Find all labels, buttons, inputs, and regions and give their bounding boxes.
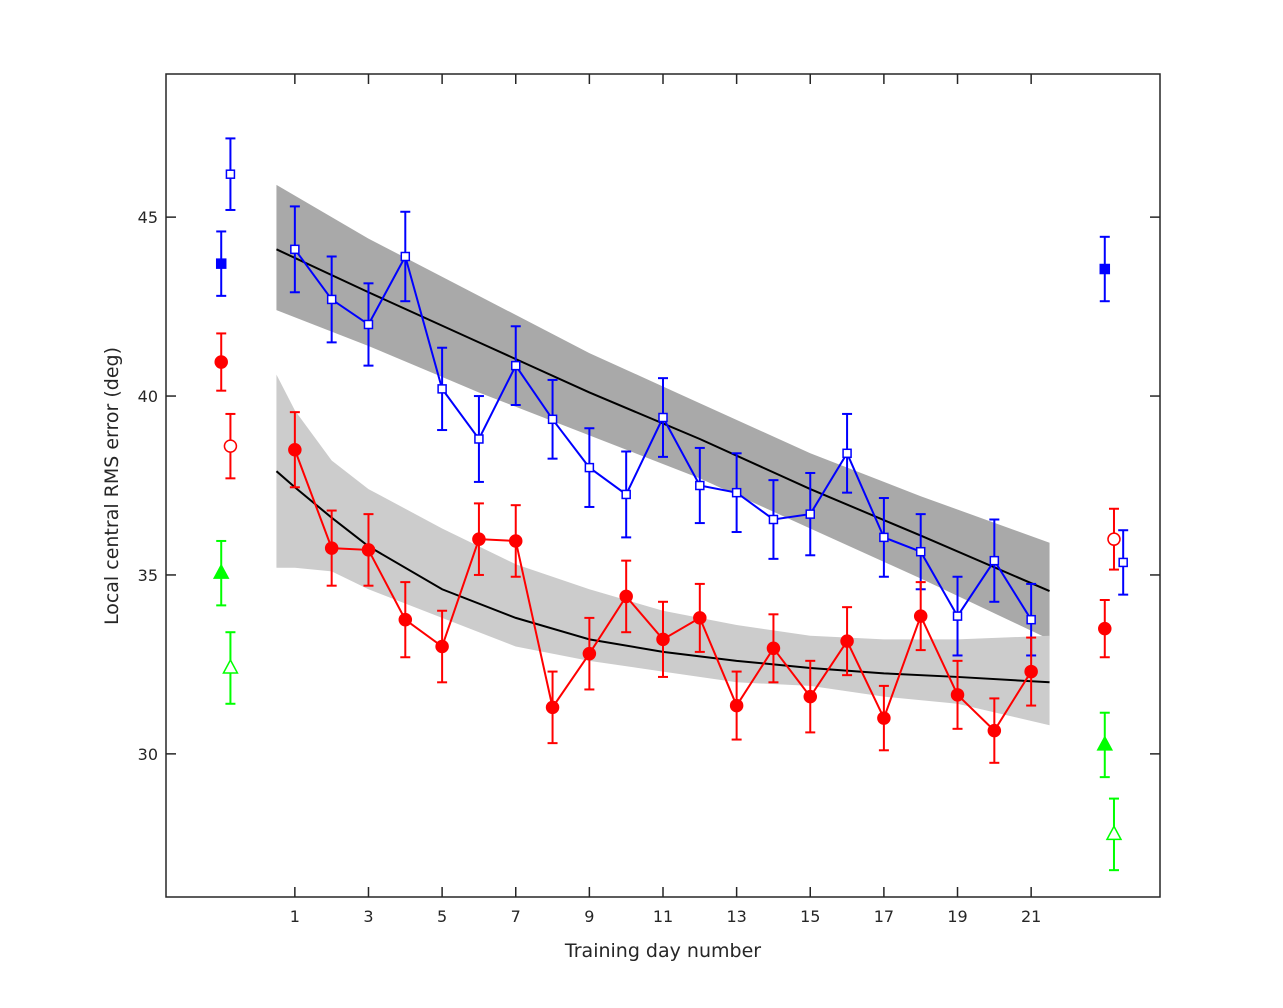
circle-marker	[398, 612, 413, 627]
x-tick-label: 3	[363, 907, 373, 926]
circle-marker	[729, 698, 744, 713]
square-marker	[915, 546, 926, 557]
post-test-point	[1096, 711, 1114, 779]
circle-marker	[1098, 621, 1112, 636]
square-marker	[731, 487, 742, 498]
circle-marker	[693, 611, 707, 625]
post-test-point	[1099, 235, 1111, 303]
square-marker	[768, 514, 779, 525]
circle-marker	[913, 609, 928, 623]
square-marker	[989, 555, 1000, 566]
pre-test-point	[222, 631, 239, 705]
square-marker	[658, 412, 668, 423]
square-marker	[584, 462, 595, 473]
triangle-marker	[222, 658, 239, 674]
y-tick-label: 40	[138, 387, 158, 406]
circle-marker	[361, 543, 376, 557]
triangle-marker	[212, 563, 230, 579]
post-test-point	[1107, 507, 1121, 571]
circle-marker	[288, 442, 302, 457]
circle-marker	[619, 589, 633, 604]
square-marker	[215, 258, 227, 269]
square-marker	[547, 414, 558, 425]
fit-curve-0	[276, 248, 1050, 592]
circle-marker	[877, 711, 891, 725]
x-tick-label: 17	[874, 907, 894, 926]
test-points	[212, 137, 1129, 872]
x-tick-label: 21	[1021, 907, 1041, 926]
y-axis-label: Local central RMS error (deg)	[101, 347, 123, 625]
x-tick-label: 9	[584, 907, 594, 926]
square-marker	[510, 360, 521, 371]
square-marker	[1118, 557, 1128, 568]
square-marker	[400, 251, 411, 262]
circle-marker	[987, 723, 1002, 738]
square-marker	[290, 244, 300, 255]
x-tick-label: 5	[437, 907, 447, 926]
square-marker	[842, 448, 852, 459]
post-test-point	[1098, 599, 1112, 659]
circle-marker	[545, 700, 560, 715]
pre-test-point	[214, 332, 228, 392]
circle-marker	[324, 541, 339, 555]
circle-marker	[508, 534, 523, 548]
circle-marker	[1107, 532, 1121, 546]
y-tick-label: 35	[138, 566, 158, 585]
circle-marker	[223, 439, 238, 453]
circle-marker	[656, 632, 670, 647]
y-tick-label: 30	[138, 745, 158, 764]
pre-test-point	[212, 539, 230, 607]
square-marker	[805, 509, 816, 519]
x-tick-label: 15	[800, 907, 820, 926]
square-marker	[952, 611, 963, 621]
circle-marker	[766, 641, 781, 656]
square-marker	[1026, 614, 1036, 625]
circle-marker	[840, 634, 854, 648]
pre-test-point	[225, 137, 236, 211]
square-marker	[1099, 263, 1111, 275]
square-marker	[225, 169, 236, 179]
square-marker	[363, 319, 374, 330]
square-marker	[879, 532, 889, 543]
x-tick-label: 1	[290, 907, 300, 926]
triangle-marker	[1105, 824, 1123, 841]
circle-marker	[803, 689, 818, 704]
data-series	[212, 137, 1129, 872]
training-series-0	[289, 205, 1037, 657]
training-series-1	[288, 411, 1038, 764]
square-marker	[474, 434, 484, 444]
circle-marker	[582, 646, 597, 661]
pre-test-point	[215, 230, 227, 297]
circle-marker	[1024, 664, 1038, 679]
post-test-point	[1105, 797, 1123, 872]
x-tick-label: 7	[511, 907, 521, 926]
post-test-point	[1118, 529, 1129, 596]
y-tick-label: 45	[138, 208, 158, 227]
circle-marker	[472, 532, 486, 546]
square-marker	[621, 489, 631, 500]
pre-test-point	[223, 412, 238, 480]
circle-marker	[950, 688, 965, 702]
x-axis-label: Training day number	[564, 940, 761, 962]
triangle-marker	[1096, 735, 1114, 751]
square-marker	[695, 480, 705, 491]
x-tick-label: 13	[726, 907, 746, 926]
square-marker	[437, 384, 447, 394]
square-marker	[326, 294, 337, 305]
x-tick-label: 11	[653, 907, 673, 926]
x-tick-label: 19	[947, 907, 967, 926]
circle-marker	[435, 639, 449, 654]
circle-marker	[214, 355, 228, 369]
